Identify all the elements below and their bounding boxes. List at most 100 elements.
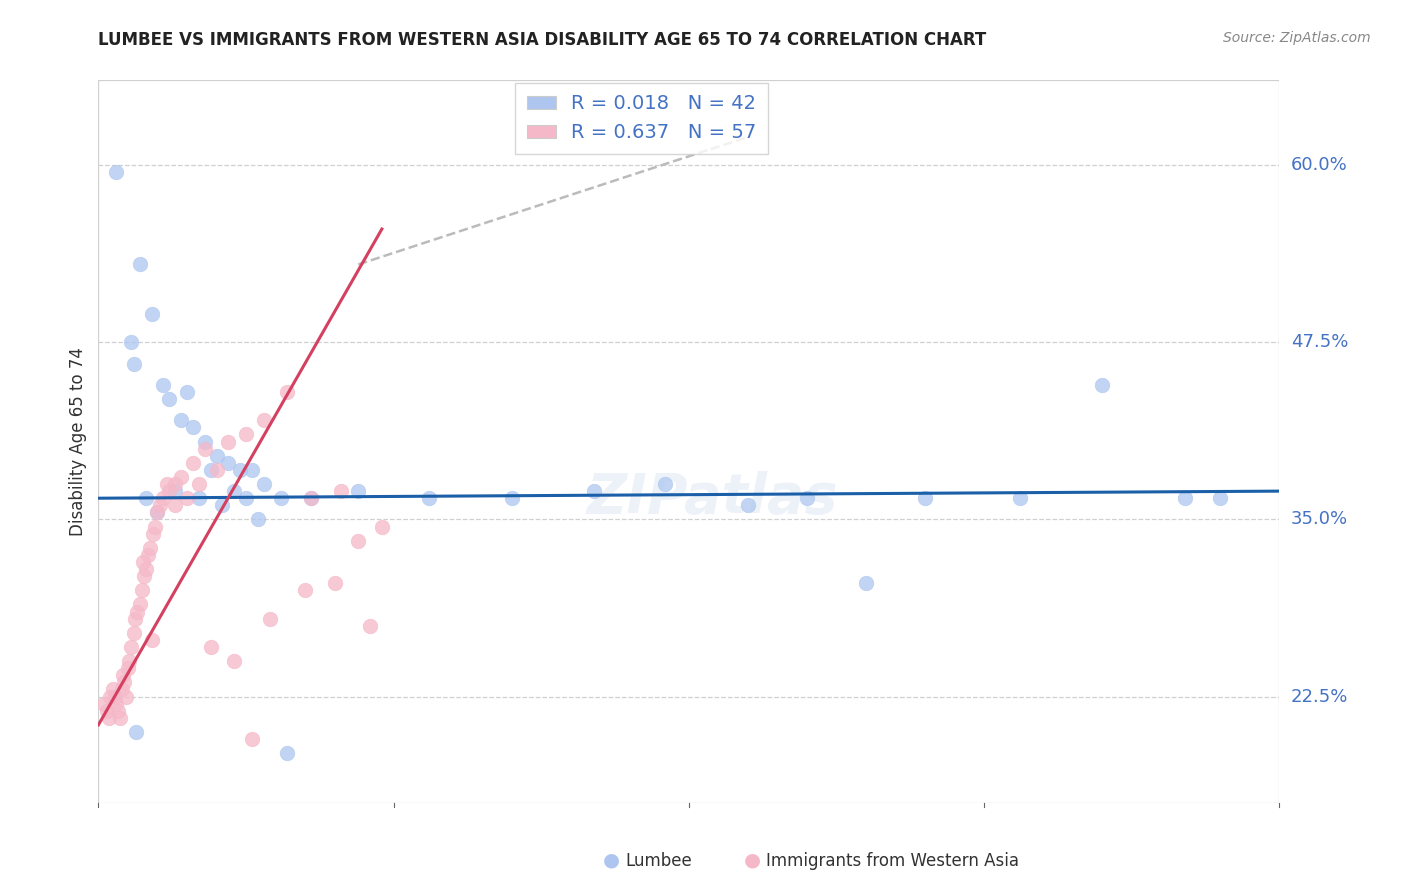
Point xyxy=(134,569,156,583)
Point xyxy=(259,612,281,626)
Point xyxy=(276,746,298,760)
Point xyxy=(152,377,174,392)
Point xyxy=(112,668,135,682)
Point xyxy=(240,463,263,477)
Point xyxy=(176,384,198,399)
Point xyxy=(141,632,163,647)
Point xyxy=(135,491,157,506)
Point xyxy=(165,498,187,512)
Point xyxy=(347,533,370,548)
Point xyxy=(1091,377,1114,392)
Point xyxy=(1209,491,1232,506)
Point xyxy=(299,491,322,506)
Point xyxy=(194,442,217,456)
Y-axis label: Disability Age 65 to 74: Disability Age 65 to 74 xyxy=(69,347,87,536)
Point xyxy=(246,512,269,526)
Point xyxy=(200,640,222,654)
Point xyxy=(96,704,118,718)
Point xyxy=(181,420,204,434)
Point xyxy=(654,477,676,491)
Point xyxy=(128,598,150,612)
Point xyxy=(217,434,239,449)
Point xyxy=(111,682,134,697)
Point xyxy=(131,583,153,598)
Point xyxy=(200,463,222,477)
Point xyxy=(211,498,233,512)
Text: ZIPatlas: ZIPatlas xyxy=(586,471,838,525)
Point xyxy=(235,491,257,506)
Point xyxy=(122,625,145,640)
Point xyxy=(276,384,298,399)
Point xyxy=(121,335,143,350)
Point xyxy=(101,682,124,697)
Point xyxy=(157,484,180,499)
Point xyxy=(235,427,257,442)
Point xyxy=(229,463,252,477)
Point xyxy=(146,505,169,519)
Point xyxy=(141,307,163,321)
Point xyxy=(187,491,209,506)
Point xyxy=(156,477,179,491)
Text: 47.5%: 47.5% xyxy=(1291,334,1348,351)
Point xyxy=(118,654,141,668)
Point xyxy=(127,605,149,619)
Point xyxy=(253,477,276,491)
Point xyxy=(1174,491,1197,506)
Point xyxy=(152,491,174,506)
Point xyxy=(108,711,131,725)
Point xyxy=(181,456,204,470)
Text: LUMBEE VS IMMIGRANTS FROM WESTERN ASIA DISABILITY AGE 65 TO 74 CORRELATION CHART: LUMBEE VS IMMIGRANTS FROM WESTERN ASIA D… xyxy=(98,31,987,49)
Point xyxy=(149,498,172,512)
Legend: R = 0.018   N = 42, R = 0.637   N = 57: R = 0.018 N = 42, R = 0.637 N = 57 xyxy=(515,83,768,153)
Point xyxy=(121,640,143,654)
Point xyxy=(224,484,246,499)
Point xyxy=(98,711,121,725)
Text: Lumbee: Lumbee xyxy=(626,852,692,870)
Point xyxy=(114,690,136,704)
Point xyxy=(205,449,228,463)
Point xyxy=(583,484,606,499)
Point xyxy=(501,491,523,506)
Point xyxy=(240,732,263,747)
Point xyxy=(299,491,322,506)
Point xyxy=(224,654,246,668)
Point xyxy=(796,491,818,506)
Point xyxy=(125,725,148,739)
Text: ●: ● xyxy=(603,851,620,870)
Point xyxy=(194,434,217,449)
Point xyxy=(1008,491,1031,506)
Point xyxy=(323,576,346,591)
Point xyxy=(176,491,198,506)
Point xyxy=(329,484,352,499)
Point xyxy=(914,491,936,506)
Point xyxy=(105,165,128,179)
Point xyxy=(122,357,145,371)
Text: 60.0%: 60.0% xyxy=(1291,156,1347,174)
Text: 35.0%: 35.0% xyxy=(1291,510,1348,528)
Point xyxy=(93,697,115,711)
Point xyxy=(132,555,155,569)
Point xyxy=(347,484,370,499)
Text: 22.5%: 22.5% xyxy=(1291,688,1348,706)
Point xyxy=(170,413,193,427)
Point xyxy=(253,413,276,427)
Point xyxy=(205,463,228,477)
Point xyxy=(855,576,877,591)
Point xyxy=(270,491,292,506)
Point xyxy=(107,704,129,718)
Point xyxy=(217,456,239,470)
Point xyxy=(165,484,187,499)
Point xyxy=(371,519,394,533)
Text: ●: ● xyxy=(744,851,761,870)
Point xyxy=(135,562,157,576)
Text: Source: ZipAtlas.com: Source: ZipAtlas.com xyxy=(1223,31,1371,45)
Point xyxy=(128,257,150,271)
Point xyxy=(418,491,440,506)
Point xyxy=(104,690,127,704)
Text: Immigrants from Western Asia: Immigrants from Western Asia xyxy=(766,852,1019,870)
Point xyxy=(117,661,139,675)
Point xyxy=(112,675,135,690)
Point xyxy=(139,541,162,555)
Point xyxy=(359,618,381,632)
Point xyxy=(98,690,121,704)
